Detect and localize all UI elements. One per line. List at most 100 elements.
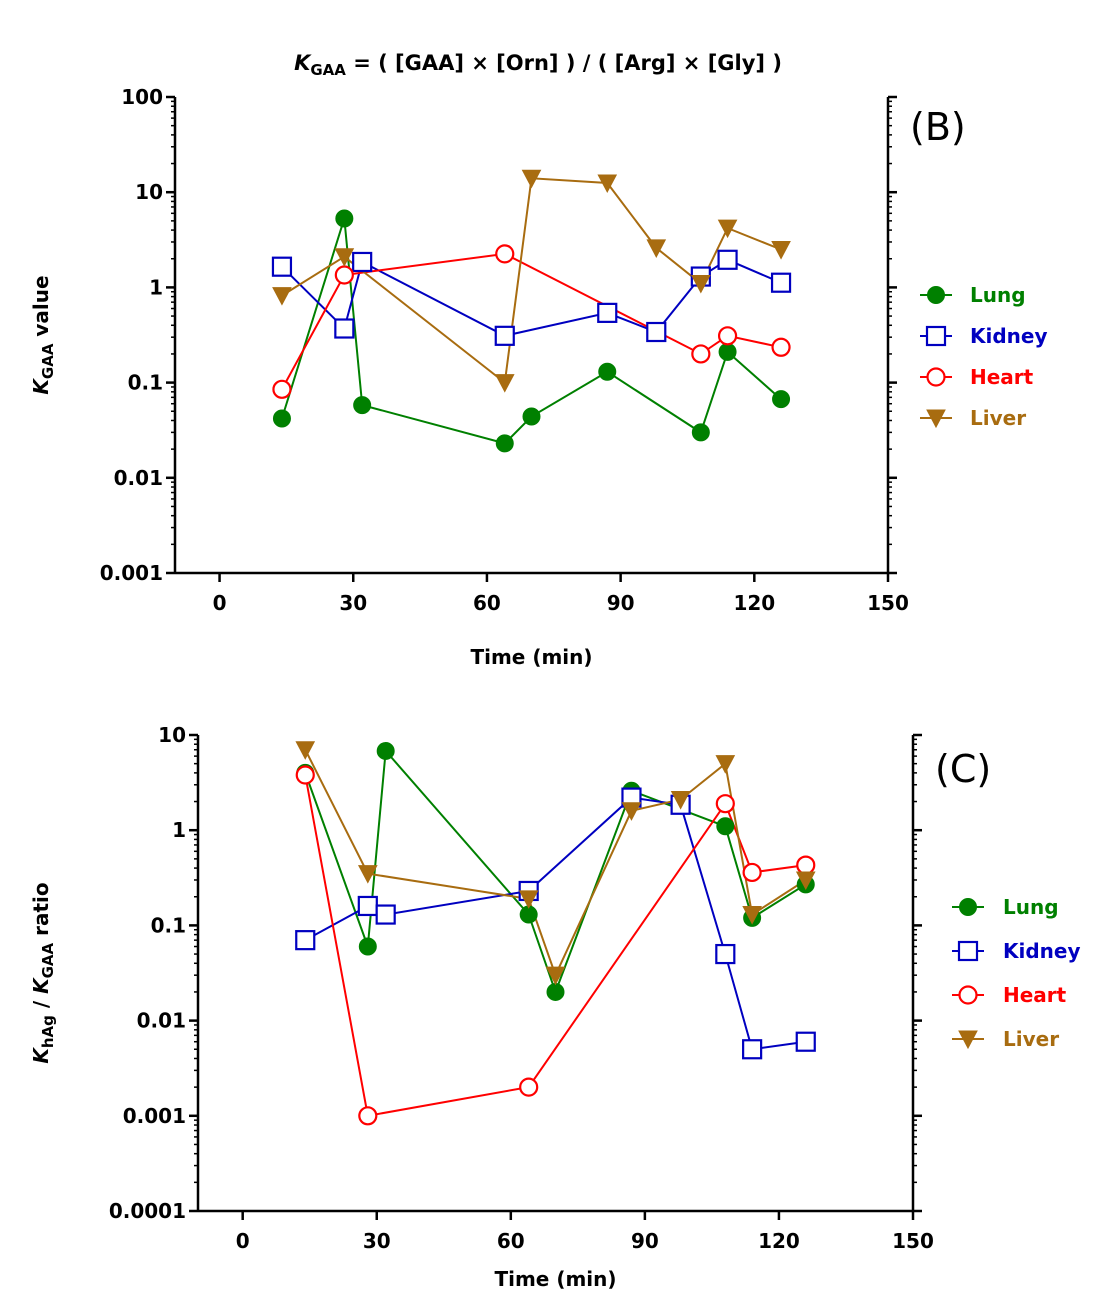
data-point-lung-c — [546, 982, 565, 1001]
x-tick-label: 90 — [607, 591, 635, 615]
data-point-lung-c — [358, 937, 377, 956]
y-tick-label: 10 — [135, 180, 163, 204]
data-point-liver-c — [357, 865, 378, 884]
data-point-kidney-b — [717, 249, 738, 270]
legend-label-liver: Liver — [1003, 1027, 1059, 1051]
x-axis-title: Time (min) — [494, 1267, 616, 1291]
y-tick-label: 0.0001 — [109, 1199, 186, 1223]
panel-label: (C) — [935, 747, 991, 791]
x-tick-label: 120 — [758, 1229, 800, 1253]
legend-marker-liver — [958, 1030, 978, 1050]
data-point-liver-b — [717, 219, 738, 239]
x-tick-label: 60 — [473, 591, 501, 615]
data-point-heart-b — [272, 379, 292, 399]
data-point-lung-b — [335, 209, 354, 228]
y-tick-label: 1 — [149, 275, 163, 299]
legend-label-kidney: Kidney — [970, 324, 1048, 348]
y-tick-label: 0.01 — [114, 466, 163, 490]
y-title-rest: ratio — [29, 882, 53, 942]
data-point-lung-b — [772, 390, 791, 409]
data-point-heart-c — [742, 862, 762, 883]
figure-title: KGAA = ( [GAA] × [Orn] ) / ( [Arg] × [Gl… — [294, 51, 782, 79]
data-point-kidney-b — [494, 325, 515, 346]
data-point-lung-b — [522, 407, 541, 426]
y-tick-label: 1 — [172, 818, 186, 842]
x-tick-label: 60 — [497, 1229, 525, 1253]
y-title-sub: GAA — [39, 942, 57, 978]
data-point-kidney-c — [375, 904, 396, 925]
panel-label: (B) — [910, 105, 966, 149]
data-point-liver-b — [771, 241, 791, 260]
x-tick-label: 150 — [867, 591, 909, 615]
data-point-heart-b — [495, 244, 515, 264]
x-tick-label: 150 — [892, 1229, 934, 1253]
y-title-rest: value — [29, 275, 53, 343]
data-point-liver-b — [494, 374, 515, 393]
data-point-liver-c — [742, 906, 762, 925]
y-tick-label: 0.001 — [100, 561, 163, 585]
data-point-liver-c — [518, 890, 539, 909]
y-title-sub: hAg — [39, 1015, 57, 1048]
data-point-liver-c — [545, 966, 566, 986]
data-point-heart-b — [771, 337, 791, 357]
data-point-kidney-b — [271, 256, 293, 277]
data-point-liver-b — [646, 239, 667, 258]
data-point-lung-c — [716, 817, 735, 836]
x-tick-label: 120 — [733, 591, 775, 615]
chart-panel-c: 0.0001 0.001 0.01 0.1 1 10 0 30 60 90 120 150 Time (… — [29, 723, 1081, 1291]
y-tick-label: 0.01 — [137, 1009, 186, 1033]
data-point-heart-c — [715, 794, 735, 814]
legend-label-lung: Lung — [970, 283, 1026, 307]
y-tick-label: 0.1 — [151, 913, 186, 937]
data-point-liver-c — [795, 871, 816, 891]
data-point-liver-b — [597, 174, 618, 194]
data-point-heart-b — [691, 344, 711, 364]
series-line-liver-c — [304, 749, 807, 978]
legend-marker-lung — [959, 898, 977, 916]
data-point-lung-c — [376, 741, 395, 760]
data-point-lung-b — [495, 434, 514, 453]
data-point-lung-b — [718, 342, 737, 361]
data-point-liver-c — [295, 741, 316, 760]
data-point-liver-c — [621, 802, 642, 821]
data-point-liver-b — [272, 287, 292, 306]
data-point-heart-c — [796, 855, 816, 875]
x-axis-title: Time (min) — [470, 645, 592, 669]
data-point-heart-b — [717, 326, 738, 346]
data-point-kidney-c — [715, 943, 736, 965]
y-tick-label: 0.001 — [123, 1104, 186, 1128]
data-point-liver-c — [670, 791, 691, 810]
data-point-lung-b — [691, 423, 710, 442]
data-point-heart-c — [295, 765, 315, 785]
legend-marker-heart — [958, 985, 978, 1005]
data-point-kidney-b — [646, 321, 667, 343]
y-axis-title: KGAA value — [29, 275, 57, 394]
legend-marker-liver — [926, 409, 946, 429]
x-tick-label: 30 — [339, 591, 367, 615]
y-title-k: K — [29, 378, 53, 395]
legend-label-liver: Liver — [970, 406, 1026, 430]
y-title-k: K — [29, 977, 53, 994]
legend-label-heart: Heart — [970, 365, 1034, 389]
data-point-liver-c — [715, 755, 736, 774]
data-point-liver-b — [521, 169, 542, 189]
x-tick-label: 90 — [631, 1229, 659, 1253]
data-point-heart-c — [519, 1077, 539, 1097]
data-point-kidney-b — [334, 318, 355, 339]
data-point-kidney-b — [770, 272, 792, 293]
legend-label-heart: Heart — [1003, 983, 1067, 1007]
data-point-lung-b — [353, 396, 372, 415]
y-axis-title: KhAg / KGAA ratio — [29, 882, 57, 1063]
x-tick-label: 30 — [363, 1229, 391, 1253]
data-point-kidney-b — [352, 251, 373, 273]
data-point-kidney-b — [597, 302, 618, 323]
data-point-kidney-c — [795, 1031, 816, 1052]
legend-label-lung: Lung — [1003, 895, 1059, 919]
y-tick-label: 10 — [158, 723, 186, 747]
legend-marker-heart — [926, 367, 946, 387]
data-point-heart-c — [358, 1106, 378, 1126]
legend-marker-lung — [927, 286, 945, 304]
legend-label-kidney: Kidney — [1003, 939, 1081, 963]
y-tick-label: 100 — [121, 85, 163, 109]
